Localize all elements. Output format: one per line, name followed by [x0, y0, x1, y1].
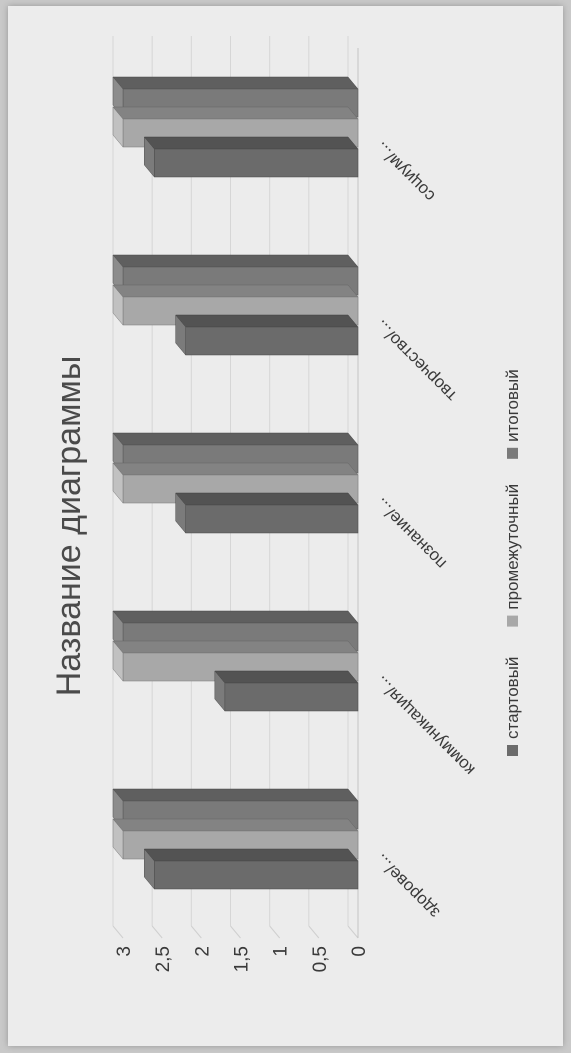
grid-floor-line [151, 925, 163, 939]
bar-front [185, 326, 359, 356]
y-tick-label: 3 [114, 946, 135, 957]
bar-front [154, 148, 359, 178]
bar [175, 492, 359, 534]
legend-swatch [507, 615, 518, 627]
bar [143, 136, 359, 178]
chart-paper: Название диаграммы 0 0,5 1 1,5 2 2,5 3 здорове… [8, 6, 563, 1046]
grid-floor-line [230, 925, 241, 939]
legend-label: стартовый [503, 657, 522, 739]
bar-front [224, 682, 359, 712]
grid-floor-line [269, 925, 281, 939]
legend-label: промежуточный [503, 484, 522, 610]
bar-side [143, 136, 359, 150]
chart-title: Название диаграммы [50, 356, 88, 697]
bar-top [214, 670, 226, 712]
y-tick-label: 2 [192, 946, 213, 957]
bar-side [112, 284, 359, 298]
bar-side [143, 848, 359, 862]
legend: стартовый промежуточный итоговый [503, 369, 522, 756]
legend-label: итоговый [503, 369, 522, 442]
grid-floor-line [347, 925, 359, 939]
bar-top [112, 462, 124, 504]
y-tick-label: 0 [349, 946, 370, 957]
bar-side [112, 106, 359, 120]
bar-side [112, 254, 359, 268]
bar-side [112, 432, 359, 446]
bar [214, 670, 359, 712]
y-tick-label: 1 [271, 946, 292, 957]
x-category-label: познание/... [371, 494, 450, 573]
x-category-label: творчество/... [371, 316, 460, 405]
x-category-label: коммуникация/... [371, 672, 478, 779]
bar-front [154, 860, 359, 890]
bar-front [185, 504, 359, 534]
bar-side [112, 76, 359, 90]
grid-floor-line [308, 925, 320, 939]
bar-side [175, 314, 359, 328]
rotated-chart: Название диаграммы 0 0,5 1 1,5 2 2,5 3 здорове… [8, 6, 563, 1046]
x-axis-categories: здорове/... коммуникация/... познание/... т… [371, 138, 478, 922]
grid-floor-line [112, 925, 124, 939]
bar-side [175, 492, 359, 506]
bar-top [175, 314, 186, 356]
y-tick-label: 2,5 [153, 946, 174, 972]
x-category-label: здорове/... [371, 850, 443, 922]
bar-side [112, 640, 359, 654]
legend-swatch [507, 745, 518, 756]
y-tick-label: 0,5 [310, 946, 331, 972]
bar-top [112, 818, 124, 860]
bar-side [112, 788, 359, 802]
bar-side [112, 610, 359, 624]
bar-top [112, 640, 124, 682]
x-category-label: социум/... [371, 138, 438, 205]
bar-top [144, 848, 155, 890]
legend-swatch [507, 447, 518, 459]
bar-side [112, 462, 359, 476]
bar-top [175, 492, 186, 534]
bar-top [144, 136, 155, 178]
y-axis-ticks: 0 0,5 1 1,5 2 2,5 3 [114, 946, 370, 972]
bar-side [214, 670, 359, 684]
chart-svg: Название диаграммы 0 0,5 1 1,5 2 2,5 3 здорове… [50, 36, 522, 972]
bars-layer [112, 76, 359, 890]
y-tick-label: 1,5 [232, 946, 253, 972]
bar [143, 848, 359, 890]
bar-side [112, 818, 359, 832]
bar-top [112, 284, 124, 326]
bar-top [112, 106, 124, 148]
grid-floor-line [190, 925, 202, 939]
bar [175, 314, 359, 356]
